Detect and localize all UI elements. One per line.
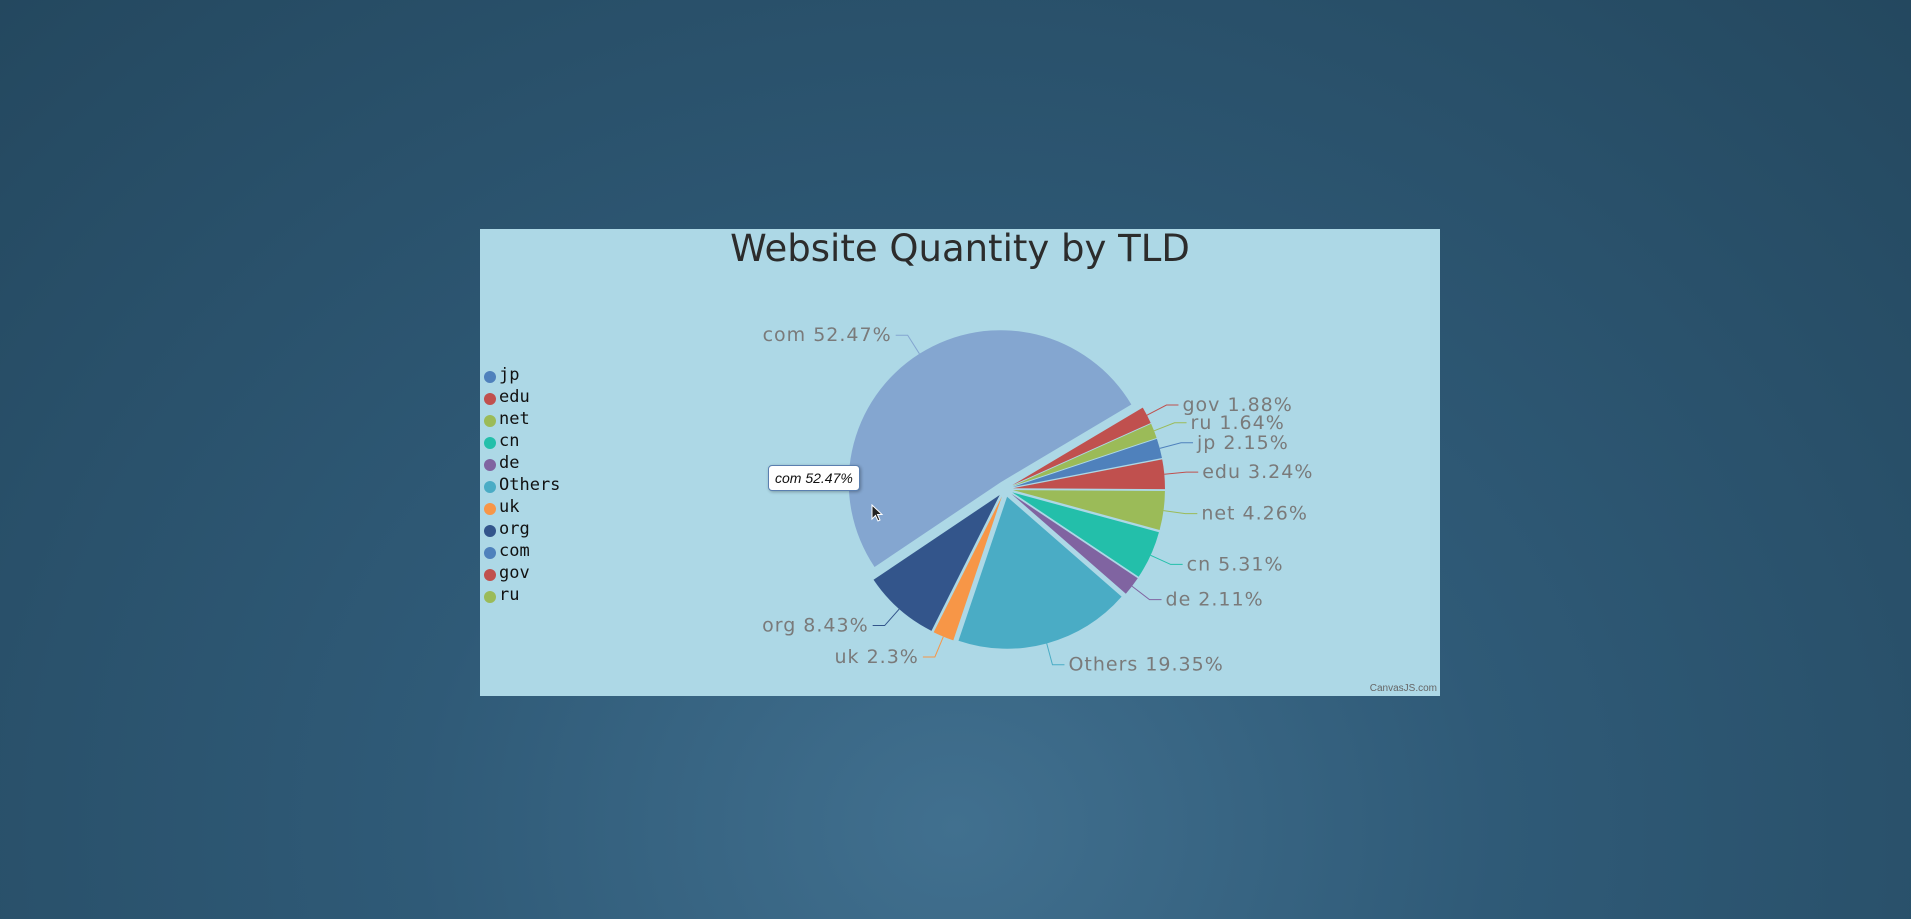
legend-item-jp[interactable]: jp: [484, 364, 560, 386]
slice-label-net: net 4.26%: [1201, 503, 1308, 525]
slice-label-edu: edu 3.24%: [1202, 461, 1313, 483]
pie-slice-edu[interactable]: [1012, 459, 1165, 490]
slice-label-gov: gov 1.88%: [1182, 394, 1292, 416]
slice-label-org: org 8.43%: [762, 615, 869, 637]
legend-marker-icon: [484, 415, 496, 427]
legend-marker-icon: [484, 591, 496, 603]
legend-label: jp: [499, 365, 520, 385]
leader-line-jp: [1159, 442, 1194, 449]
leader-line-cn: [1150, 554, 1183, 565]
leader-line-de: [1131, 585, 1162, 601]
leader-line-uk: [922, 636, 944, 658]
chart-container: Website Quantity by TLD com 52.47% gov 1.…: [480, 229, 1440, 696]
legend-item-others[interactable]: Others: [484, 474, 560, 496]
leader-line-ru: [1153, 422, 1187, 432]
slice-label-de: de 2.11%: [1166, 589, 1264, 611]
legend-label: net: [499, 409, 530, 429]
pie-slice-others[interactable]: [958, 496, 1122, 649]
pie-slice-uk[interactable]: [933, 496, 1002, 641]
slice-label-others: Others 19.35%: [1068, 654, 1223, 676]
slice-label-ru: ru 1.64%: [1191, 412, 1285, 434]
pie-slice-cn[interactable]: [1012, 492, 1159, 577]
legend-item-com[interactable]: com: [484, 540, 560, 562]
legend-label: de: [499, 453, 520, 473]
legend-marker-icon: [484, 547, 496, 559]
legend-marker-icon: [484, 525, 496, 537]
tooltip: com 52.47%: [768, 465, 860, 491]
leader-line-net: [1163, 510, 1198, 515]
legend: jp edu net cn de Others uk org com gov ru: [484, 364, 560, 606]
legend-item-gov[interactable]: gov: [484, 562, 560, 584]
leader-line-edu: [1164, 471, 1199, 475]
chart-title: Website Quantity by TLD: [730, 229, 1190, 270]
pie-slice-de[interactable]: [1011, 493, 1138, 594]
legend-marker-icon: [484, 481, 496, 493]
legend-item-de[interactable]: de: [484, 452, 560, 474]
pie-slice-jp[interactable]: [1012, 438, 1162, 487]
legend-label: Others: [499, 475, 561, 495]
legend-item-cn[interactable]: cn: [484, 430, 560, 452]
legend-marker-icon: [484, 437, 496, 449]
pie-slice-net[interactable]: [1012, 490, 1165, 530]
legend-label: com: [499, 541, 530, 561]
slice-label-jp: jp 2.15%: [1196, 432, 1289, 454]
pie-slice-ru[interactable]: [1012, 423, 1157, 487]
leader-line-gov: [1146, 404, 1179, 416]
pie-slice-gov[interactable]: [1012, 407, 1151, 486]
legend-label: org: [499, 519, 530, 539]
slice-label-com: com 52.47%: [763, 324, 892, 346]
legend-item-ru[interactable]: ru: [484, 584, 560, 606]
legend-item-net[interactable]: net: [484, 408, 560, 430]
legend-label: ru: [499, 585, 520, 605]
legend-item-org[interactable]: org: [484, 518, 560, 540]
legend-marker-icon: [484, 371, 496, 383]
leader-line-others: [1046, 643, 1065, 666]
leader-line-org: [872, 608, 900, 627]
legend-marker-icon: [484, 503, 496, 515]
legend-item-edu[interactable]: edu: [484, 386, 560, 408]
pie-chart[interactable]: com 52.47% gov 1.88%ru 1.64%jp 2.15% edu 3…: [480, 229, 1440, 696]
mouse-cursor-icon: [871, 504, 884, 522]
pie-slice-com[interactable]: [848, 330, 1132, 568]
legend-label: gov: [499, 563, 530, 583]
legend-marker-icon: [484, 459, 496, 471]
legend-marker-icon: [484, 569, 496, 581]
slice-label-cn: cn 5.31%: [1187, 553, 1284, 575]
legend-marker-icon: [484, 393, 496, 405]
legend-item-uk[interactable]: uk: [484, 496, 560, 518]
legend-label: cn: [499, 431, 520, 451]
leader-line-com: [895, 334, 920, 355]
pie-slice-org[interactable]: [873, 495, 1000, 631]
legend-label: uk: [499, 497, 520, 517]
legend-label: edu: [499, 387, 530, 407]
slice-label-uk: uk 2.3%: [835, 646, 919, 668]
credit-link[interactable]: CanvasJS.com: [1369, 683, 1437, 694]
